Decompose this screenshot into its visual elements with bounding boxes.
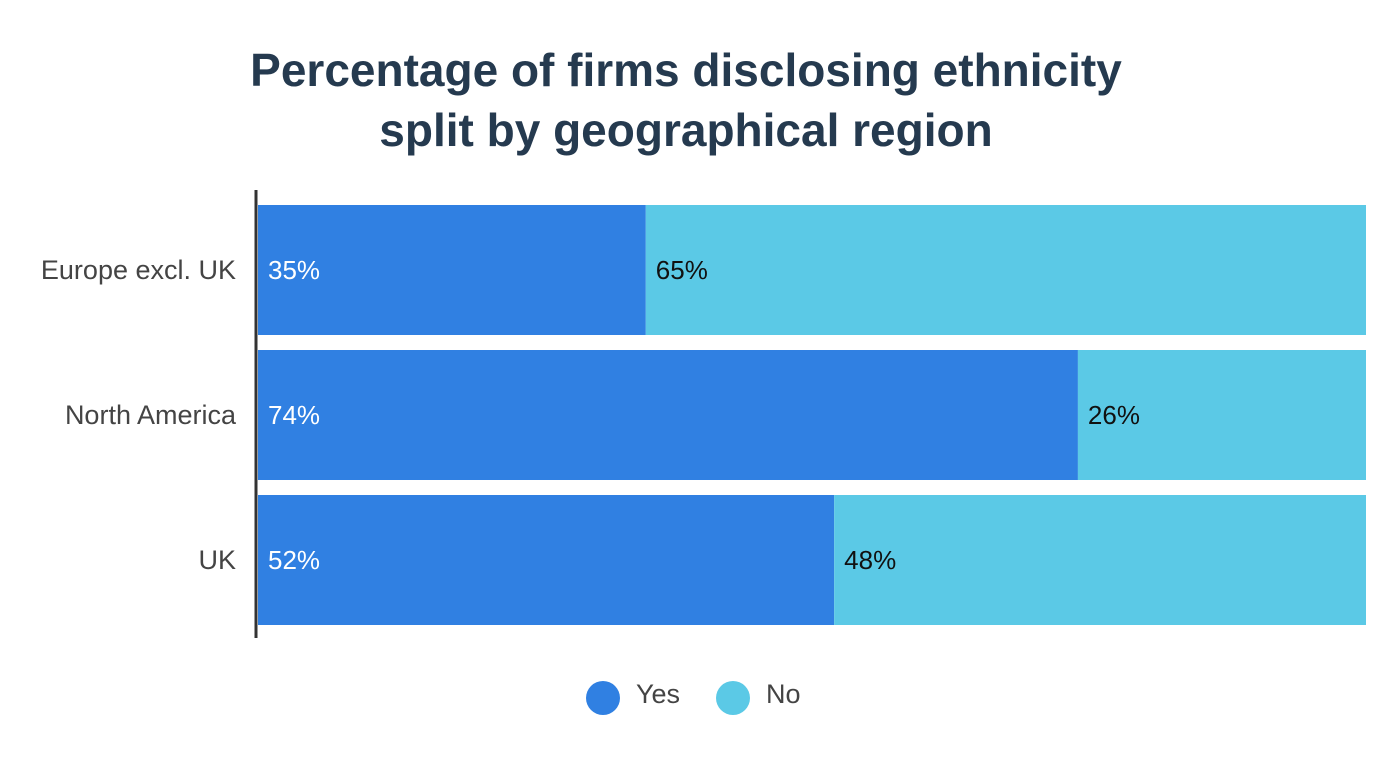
legend-label-yes: Yes: [636, 679, 680, 709]
bar-no-1: [1077, 350, 1366, 480]
category-label-0: Europe excl. UK: [41, 255, 236, 285]
bar-no-0: [645, 205, 1366, 335]
legend-marker-no: [716, 681, 750, 715]
data-label-no-1: 26%: [1088, 400, 1140, 430]
bar-yes-0: [258, 205, 646, 335]
chart-title-line-2: split by geographical region: [379, 104, 993, 156]
bar-yes-2: [258, 495, 835, 625]
legend-marker-yes: [586, 681, 620, 715]
chart-title-line-1: Percentage of firms disclosing ethnicity: [250, 44, 1122, 96]
bar-no-2: [834, 495, 1366, 625]
chart-title: Percentage of firms disclosing ethnicity…: [0, 40, 1372, 160]
data-label-yes-2: 52%: [268, 545, 320, 575]
data-label-yes-0: 35%: [268, 255, 320, 285]
category-label-2: UK: [198, 545, 236, 575]
bar-yes-1: [258, 350, 1078, 480]
data-label-no-2: 48%: [844, 545, 896, 575]
legend-label-no: No: [766, 679, 801, 709]
data-label-no-0: 65%: [656, 255, 708, 285]
category-label-1: North America: [65, 400, 237, 430]
data-label-yes-1: 74%: [268, 400, 320, 430]
